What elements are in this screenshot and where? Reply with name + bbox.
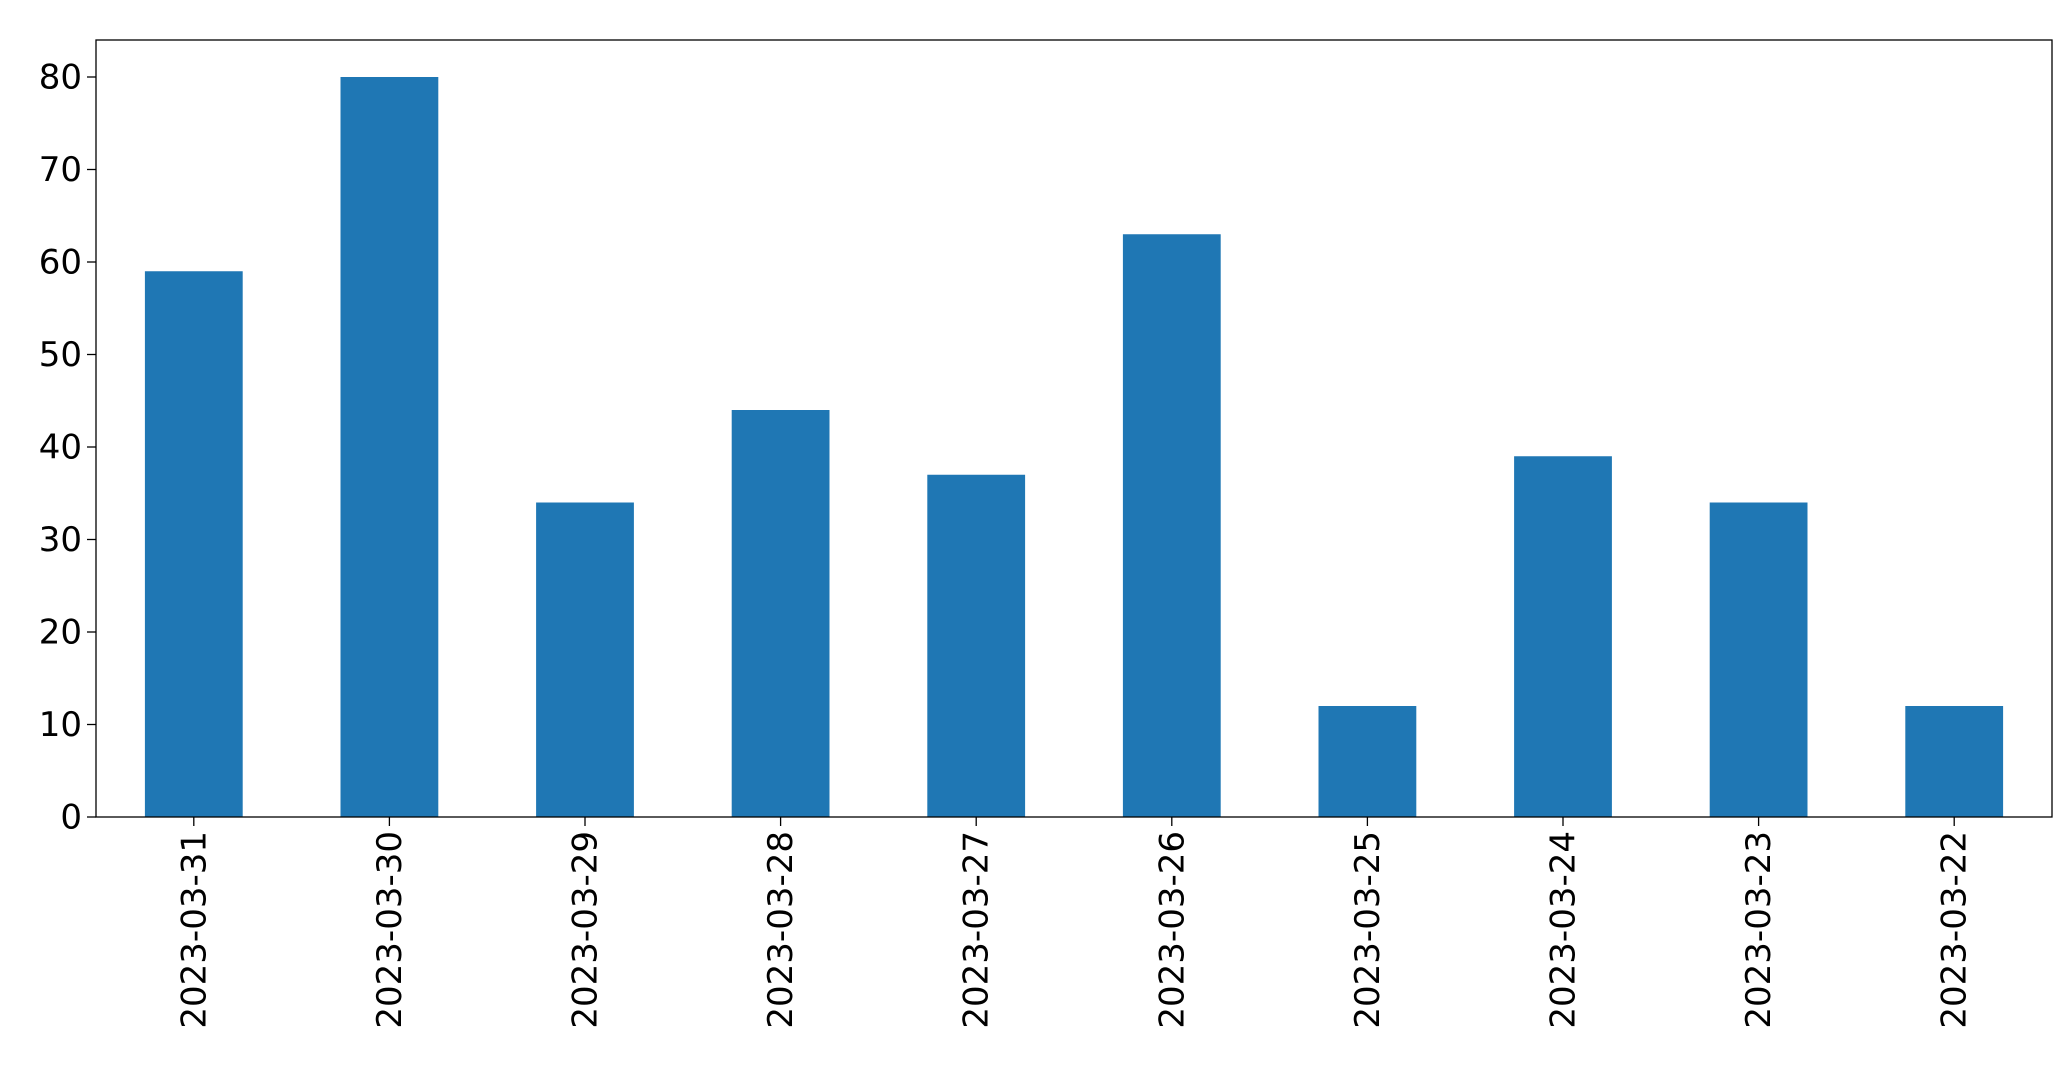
y-tick-label: 60 [39, 243, 82, 283]
bar [1905, 706, 2004, 817]
y-tick-label: 10 [39, 705, 82, 745]
bar [1318, 706, 1417, 817]
bar [144, 271, 243, 817]
bar [1122, 234, 1221, 817]
x-tick-label: 2023-03-22 [1935, 831, 1975, 1029]
x-tick-label: 2023-03-25 [1348, 831, 1388, 1029]
bar [340, 77, 439, 817]
y-tick-label: 30 [39, 520, 82, 560]
y-tick-label: 20 [39, 613, 82, 653]
x-tick-label: 2023-03-31 [174, 831, 214, 1029]
x-tick-label: 2023-03-24 [1544, 831, 1584, 1029]
y-tick-label: 50 [39, 335, 82, 375]
axes-frame [95, 39, 2053, 818]
x-tick-label: 2023-03-29 [566, 831, 606, 1029]
x-tick-label: 2023-03-26 [1152, 831, 1192, 1029]
bar [927, 474, 1026, 817]
bar [536, 502, 634, 817]
y-tick-label: 70 [39, 150, 82, 190]
bar [1514, 456, 1612, 817]
y-tick-label: 80 [39, 58, 82, 98]
x-tick-label: 2023-03-27 [957, 831, 997, 1029]
x-tick-label: 2023-03-30 [370, 831, 410, 1029]
y-tick-label: 0 [60, 798, 82, 838]
x-tick-label: 2023-03-23 [1739, 831, 1779, 1029]
bar [1709, 502, 1808, 817]
bar [731, 410, 830, 817]
x-tick-label: 2023-03-28 [761, 831, 801, 1029]
y-tick-label: 40 [39, 428, 82, 468]
